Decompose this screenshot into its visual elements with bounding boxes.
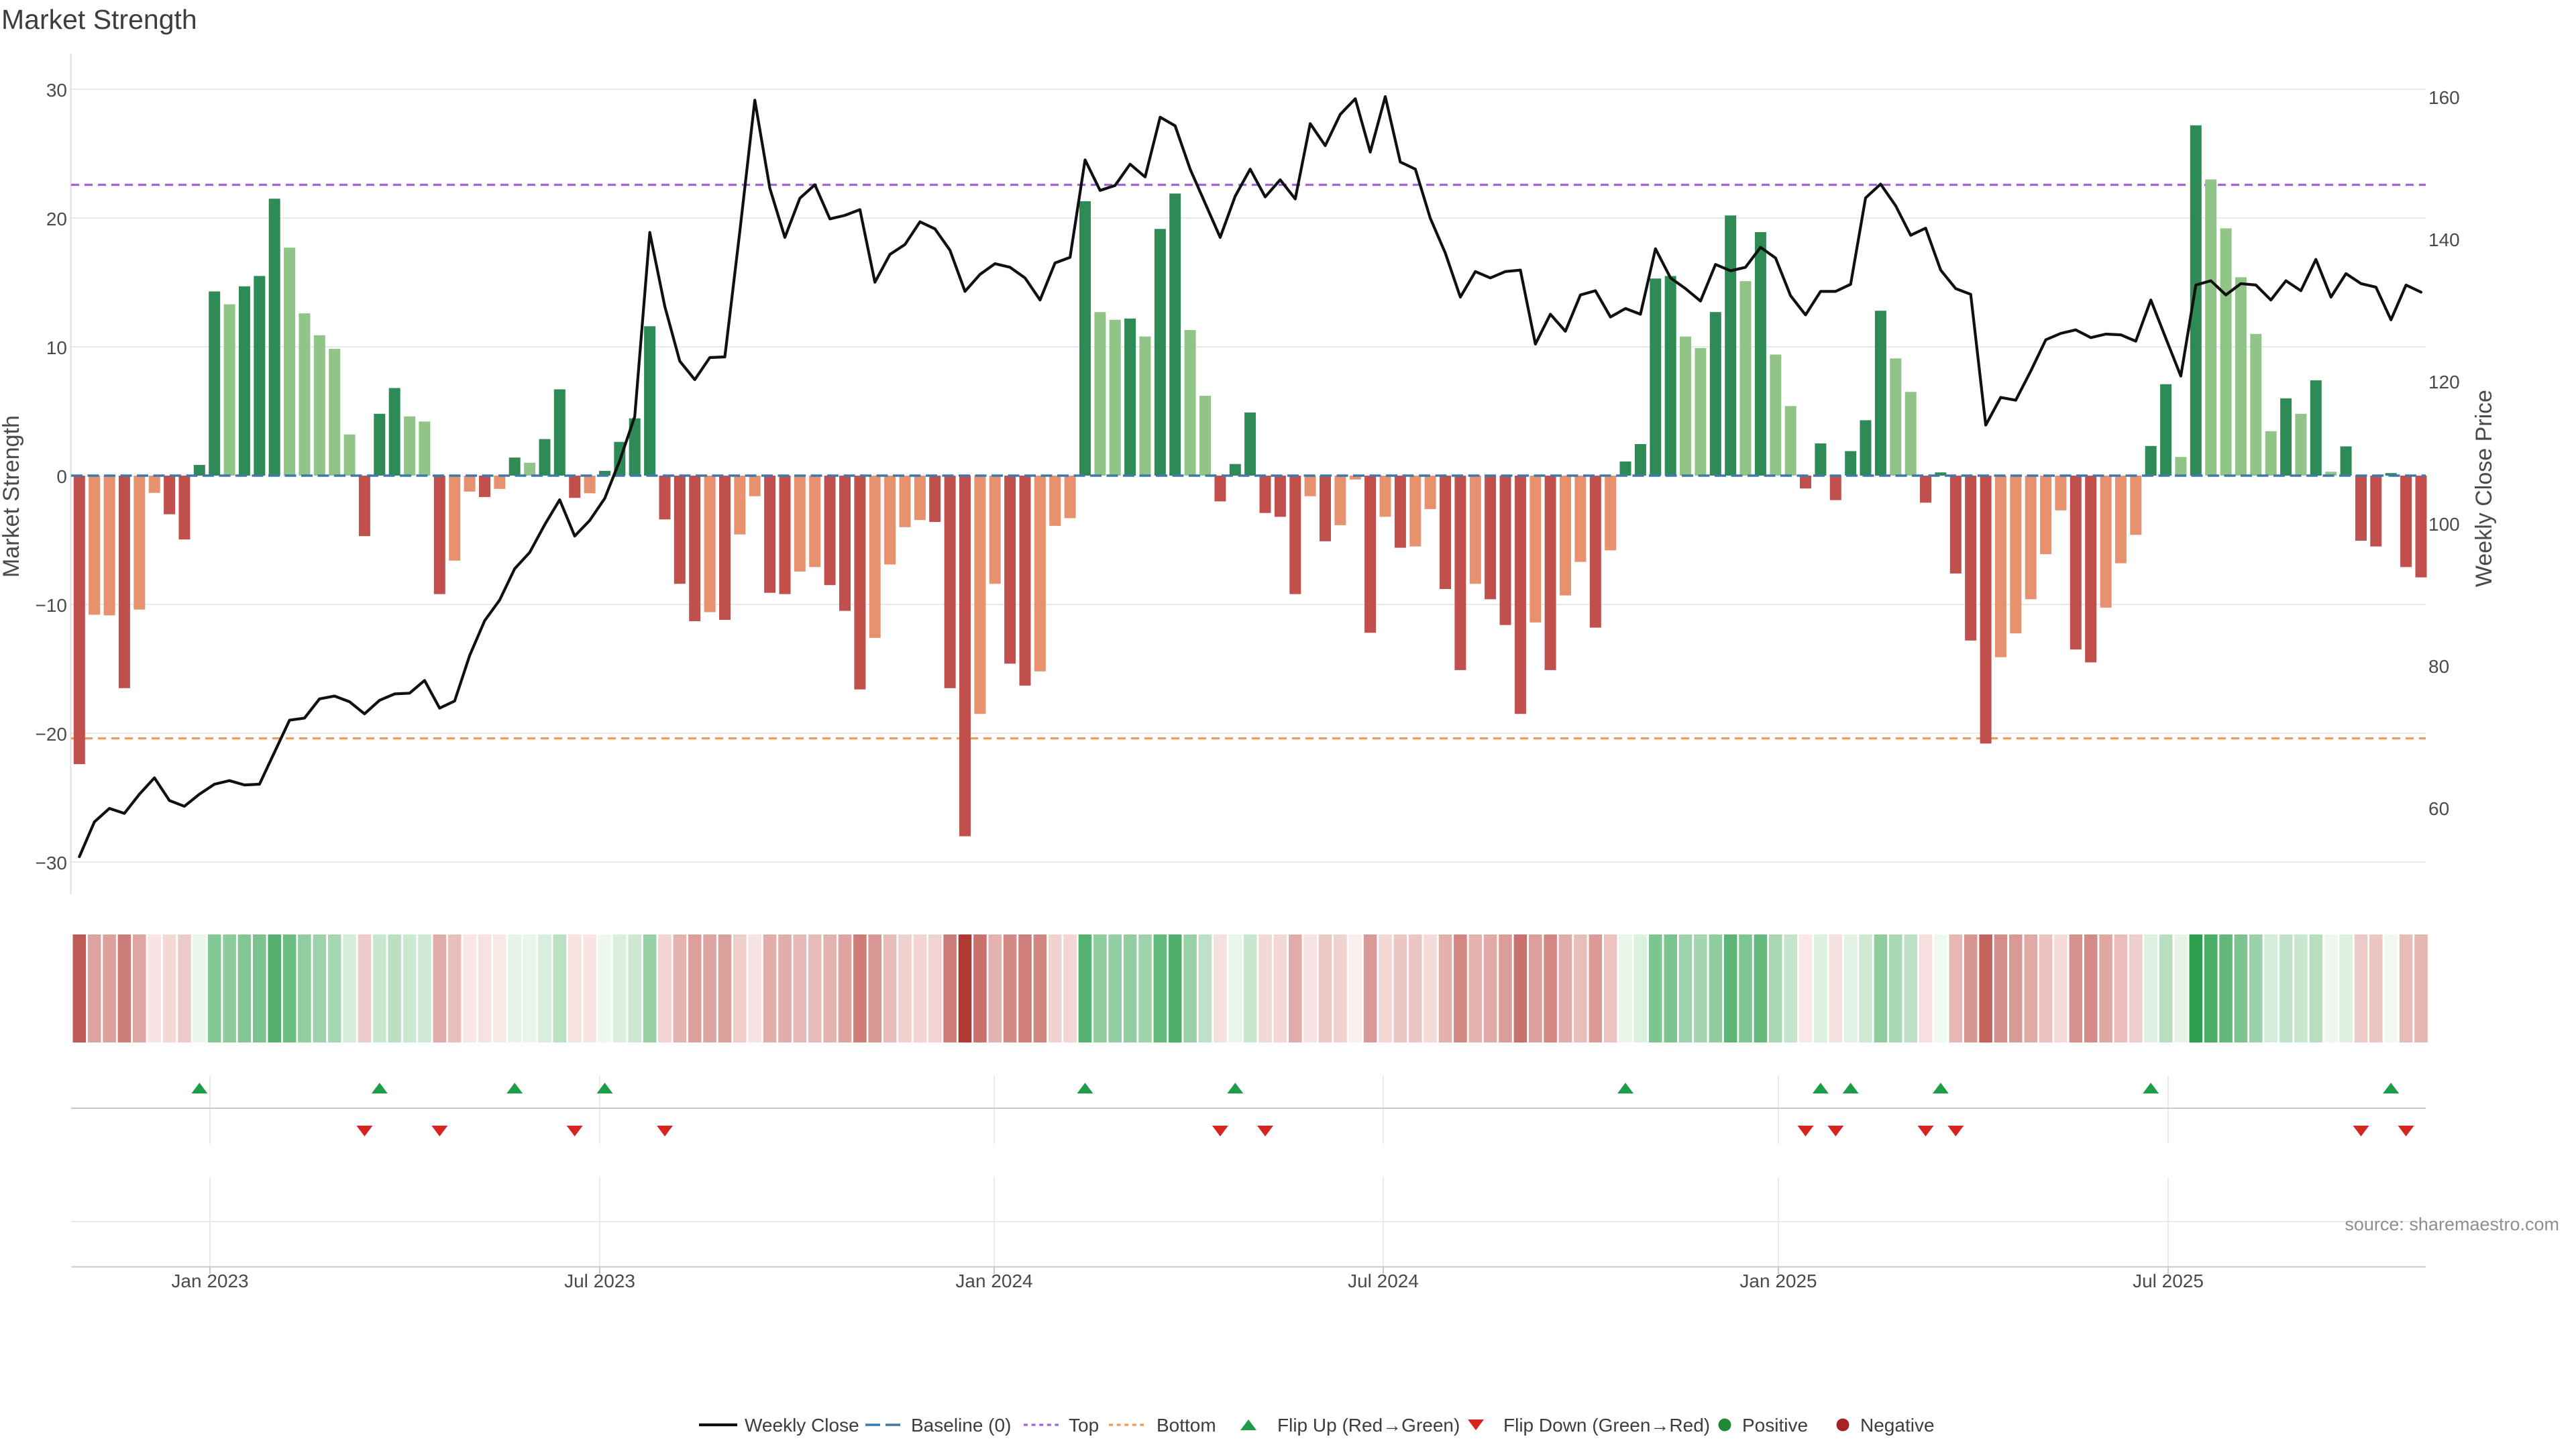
svg-text:140: 140 (2428, 229, 2460, 250)
svg-text:−30: −30 (36, 853, 68, 873)
svg-text:−20: −20 (36, 724, 68, 745)
svg-text:Flip Up (Red→Green): Flip Up (Red→Green) (1277, 1415, 1460, 1436)
svg-text:Jan 2024: Jan 2024 (955, 1271, 1032, 1291)
svg-text:Weekly Close Price: Weekly Close Price (2471, 390, 2497, 587)
svg-text:Jul 2025: Jul 2025 (2133, 1271, 2204, 1291)
svg-text:Weekly Close: Weekly Close (745, 1415, 859, 1436)
svg-text:60: 60 (2428, 798, 2449, 819)
svg-text:120: 120 (2428, 372, 2460, 392)
svg-text:30: 30 (46, 80, 67, 101)
svg-text:Flip Down (Green→Red): Flip Down (Green→Red) (1503, 1415, 1710, 1436)
svg-text:Positive: Positive (1742, 1415, 1808, 1436)
svg-text:source: sharemaestro.com: source: sharemaestro.com (2345, 1214, 2559, 1234)
svg-text:Bottom: Bottom (1157, 1415, 1216, 1436)
svg-text:Jan 2023: Jan 2023 (171, 1271, 248, 1291)
svg-text:100: 100 (2428, 514, 2460, 535)
svg-text:Baseline (0): Baseline (0) (911, 1415, 1011, 1436)
svg-text:Top: Top (1069, 1415, 1099, 1436)
svg-text:10: 10 (46, 337, 67, 358)
svg-text:Negative: Negative (1860, 1415, 1935, 1436)
svg-text:Market Strength: Market Strength (1, 4, 197, 35)
svg-text:20: 20 (46, 209, 67, 229)
svg-text:160: 160 (2428, 87, 2460, 108)
svg-text:Jan 2025: Jan 2025 (1739, 1271, 1817, 1291)
svg-text:80: 80 (2428, 656, 2449, 677)
svg-text:−10: −10 (36, 595, 68, 616)
svg-text:Jul 2024: Jul 2024 (1348, 1271, 1419, 1291)
svg-text:0: 0 (56, 466, 67, 487)
svg-text:Jul 2023: Jul 2023 (564, 1271, 635, 1291)
svg-text:Market Strength: Market Strength (0, 415, 24, 578)
